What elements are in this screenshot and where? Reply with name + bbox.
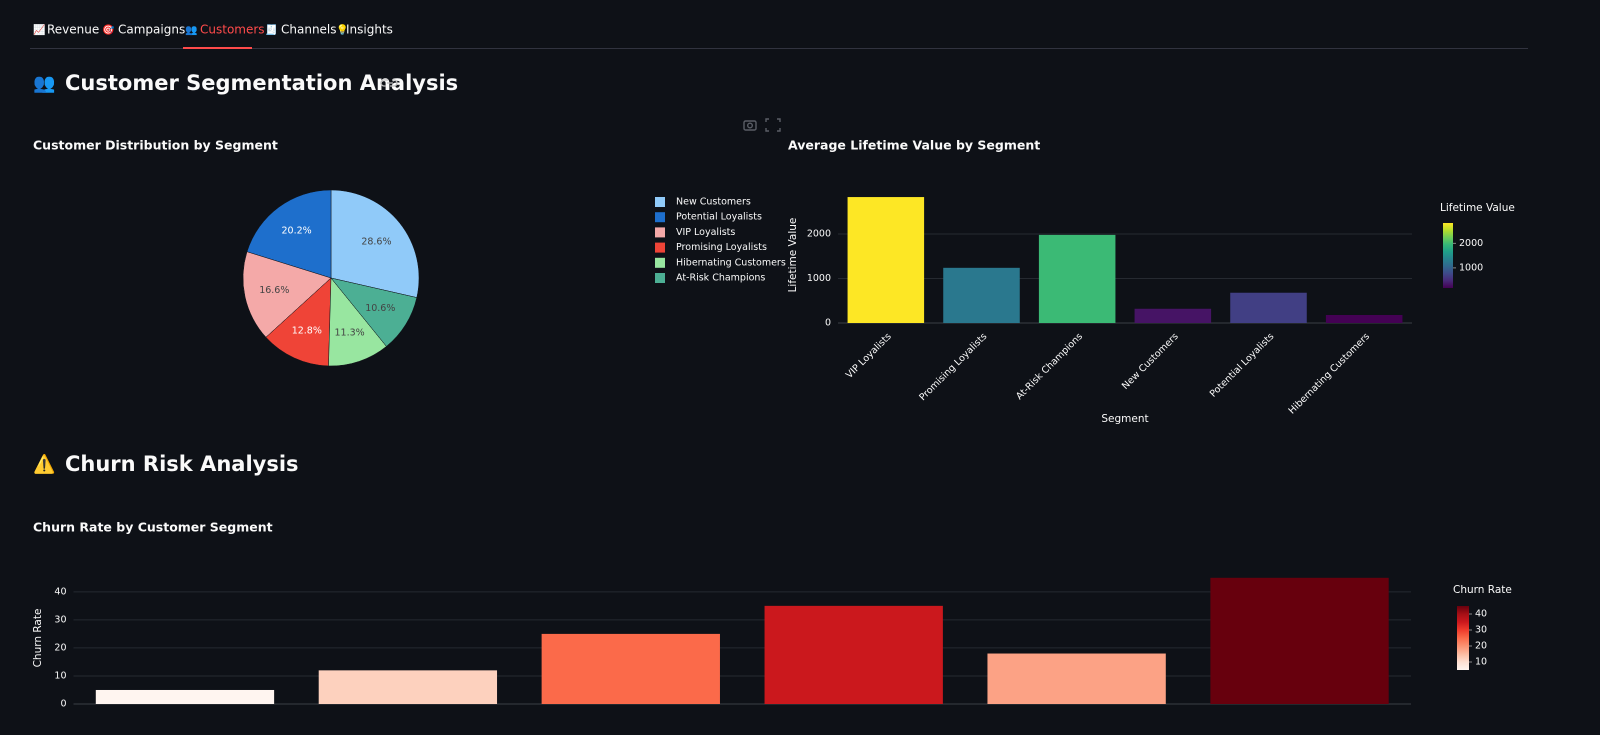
y-tick-label: 0 — [825, 318, 831, 329]
legend-swatch — [655, 242, 665, 253]
chart-title: Average Lifetime Value by Segment — [788, 138, 1040, 153]
legend-swatch — [655, 212, 665, 223]
camera-lens — [747, 122, 754, 129]
bar — [1325, 314, 1403, 323]
section-title: Customer Segmentation Analysis — [65, 71, 458, 95]
camera-icon[interactable] — [743, 120, 757, 131]
tab-indicator — [183, 47, 252, 49]
colorbar-title: Churn Rate — [1453, 584, 1512, 596]
colorbar-tick-label: 2000 — [1459, 238, 1483, 249]
anchor-link-icon — [380, 79, 398, 87]
slice-label: 28.6% — [361, 236, 391, 247]
y-tick-label: 1000 — [807, 273, 831, 284]
y-axis-title: Churn Rate — [32, 609, 44, 668]
colorbar-title: Lifetime Value — [1440, 202, 1515, 214]
y-tick-label: 2000 — [807, 229, 831, 240]
bar — [1134, 308, 1212, 323]
colorbar-tick-label: 10 — [1475, 657, 1487, 668]
bar — [1230, 292, 1307, 323]
tab-icon: 🎯 — [102, 24, 115, 36]
bar — [943, 267, 1020, 323]
slice-label: 11.3% — [335, 328, 365, 339]
bar — [95, 689, 275, 704]
tab-icon: 📈 — [33, 23, 45, 36]
tab[interactable]: 🧾 Channels — [265, 23, 337, 37]
chart-title: Churn Rate by Customer Segment — [33, 520, 273, 535]
y-tick-label: 10 — [54, 670, 66, 681]
bar — [764, 605, 943, 704]
tab-label: Customers — [200, 23, 265, 37]
tab-label: Campaigns — [118, 23, 185, 37]
x-axis-title: Segment — [1101, 413, 1148, 425]
legend-swatch — [655, 197, 665, 207]
bar — [318, 670, 498, 704]
colorbar-tick-label: 20 — [1475, 641, 1487, 652]
slice-label: 16.6% — [259, 285, 289, 296]
legend-label: New Customers — [676, 197, 751, 208]
tab[interactable]: 🎯 Campaigns — [102, 23, 185, 37]
tab[interactable]: 👥 Customers — [183, 23, 265, 50]
legend-swatch — [655, 273, 665, 283]
tab-icon: 👥 — [185, 25, 197, 36]
y-tick-label: 20 — [54, 642, 66, 653]
y-tick-label: 0 — [60, 699, 66, 710]
legend-label: Hibernating Customers — [676, 257, 786, 268]
tab-label: Revenue — [47, 23, 99, 37]
pie-slice — [242, 251, 332, 338]
pie-slice — [330, 189, 420, 298]
bar — [541, 633, 720, 704]
legend-label: At-Risk Champions — [676, 273, 765, 284]
colorbar-tick-label: 1000 — [1459, 262, 1483, 273]
section-title: Churn Risk Analysis — [65, 452, 299, 476]
slice-label: 20.2% — [282, 226, 312, 237]
chart-toolbar — [743, 118, 781, 132]
chart-title: Customer Distribution by Segment — [33, 138, 278, 153]
colorbar — [1443, 223, 1453, 288]
legend-label: VIP Loyalists — [676, 227, 735, 238]
tab-label: Insights — [346, 23, 393, 37]
pie-slice — [265, 277, 332, 367]
section-icon: 👥 — [33, 73, 55, 94]
colorbar-tick-label: 40 — [1475, 609, 1487, 620]
y-axis-title: Lifetime Value — [787, 218, 799, 293]
bar — [1038, 234, 1116, 323]
colorbar — [1457, 606, 1469, 670]
tab-label: Channels — [281, 23, 337, 37]
tab[interactable]: 📈 Revenue — [33, 23, 99, 37]
slice-label: 10.6% — [365, 303, 395, 314]
tab-icon: 🧾 — [265, 23, 277, 36]
pie-slice — [330, 277, 418, 347]
legend-swatch — [655, 227, 665, 238]
colorbar-tick-label: 30 — [1475, 625, 1487, 636]
bar — [1210, 577, 1389, 704]
section-icon: ⚠️ — [33, 453, 55, 475]
legend-swatch — [655, 257, 665, 268]
bar — [847, 197, 925, 323]
legend-label: Promising Loyalists — [676, 242, 767, 253]
tab[interactable]: 💡Insights — [336, 23, 393, 37]
y-tick-label: 40 — [54, 586, 66, 597]
tab-icon: 💡 — [336, 23, 348, 36]
y-tick-label: 30 — [54, 614, 66, 625]
legend-label: Potential Loyalists — [676, 212, 762, 223]
fullscreen-icon[interactable] — [765, 118, 781, 132]
slice-label: 12.8% — [292, 325, 322, 336]
bar — [987, 653, 1166, 704]
pie-slice — [246, 189, 332, 279]
